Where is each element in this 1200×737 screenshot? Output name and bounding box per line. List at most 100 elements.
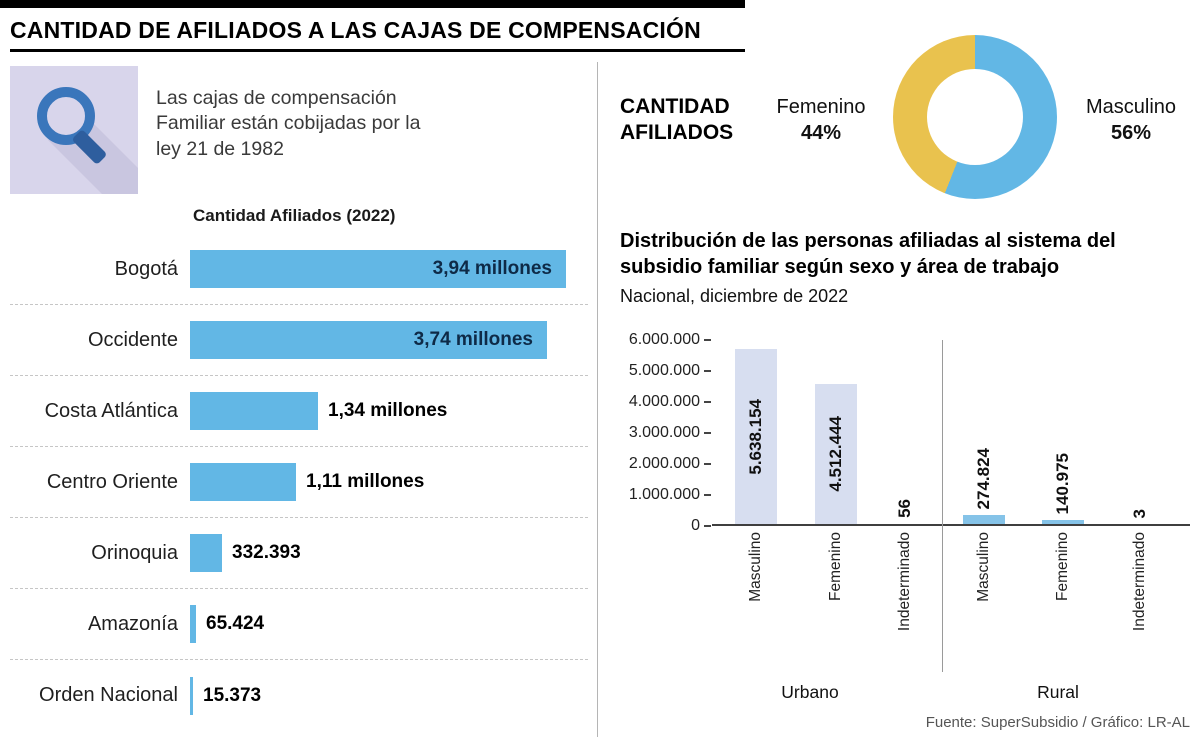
hbar-track: 1,11 millones: [190, 463, 588, 501]
x-axis-category-label: Masculino: [747, 532, 764, 602]
hbar-bar: [190, 676, 193, 715]
hbar-value-label: 3,74 millones: [413, 329, 533, 350]
y-axis-tick: [704, 525, 711, 527]
group-label: Rural: [1037, 682, 1079, 702]
hbar-track: 65.424: [190, 605, 588, 643]
vbar-value-label: 140.975: [1028, 453, 1098, 514]
hbar-row: Orden Nacional 15.373: [10, 660, 588, 731]
y-axis-tick: [704, 339, 711, 341]
sex-donut-chart: [893, 35, 1057, 199]
affiliates-bar-chart: Bogotá 3,94 millones Occidente 3,74 millone…: [10, 234, 588, 731]
hbar-bar: 3,94 millones: [190, 250, 566, 288]
y-axis-tick-label: 6.000.000: [628, 331, 700, 348]
donut-label-femenino-text: Femenino: [776, 96, 866, 118]
vbar-value: 4.512.444: [826, 416, 845, 492]
x-axis-category-label: Femenino: [827, 532, 844, 601]
hbar-value-label: 15.373: [203, 684, 262, 706]
y-axis-tick-label: 2.000.000: [628, 455, 700, 472]
hbar-category-label: Occidente: [87, 328, 178, 351]
y-axis-tick-label: 1.000.000: [628, 486, 700, 503]
page-title: CANTIDAD DE AFILIADOS A LAS CAJAS DE COM…: [10, 17, 701, 43]
y-axis-tick: [704, 463, 711, 465]
donut-hole: [927, 69, 1023, 165]
hbar-category-label: Amazonía: [87, 612, 178, 635]
hbar-category-label: Orinoquia: [91, 541, 178, 564]
vbar-value-label: 274.824: [949, 448, 1019, 509]
vbar-value: 5.638.154: [746, 398, 765, 475]
hbar-bar: [190, 463, 296, 501]
x-axis-labels: Masculino Femenino Indeterminado Masculino F…: [712, 532, 1190, 674]
donut-title: CANTIDAD AFILIADOS: [620, 95, 734, 145]
left-panel: Las cajas de compensación Familiar están…: [10, 60, 588, 731]
hbar-row: Amazonía 65.424: [10, 589, 588, 660]
hbar-track: 15.373: [190, 676, 588, 715]
y-axis-tick: [704, 494, 711, 496]
group-label: Urbano: [781, 682, 839, 702]
y-axis-tick: [704, 432, 711, 434]
vbar: [963, 515, 1005, 524]
x-axis-category-label: Indeterminado: [896, 532, 913, 632]
y-axis-tick: [704, 401, 711, 403]
x-axis-category-label: Masculino: [975, 532, 992, 602]
plot-area: 5.638.154 4.512.444 56 274.824 140.975 3: [712, 340, 1190, 526]
vbar-value: 56: [895, 499, 914, 518]
right-panel: CANTIDAD AFILIADOS Femenino 44% Masculin…: [620, 35, 1190, 737]
hbar-track: 1,34 millones: [190, 392, 588, 430]
vbar-value: 3: [1130, 508, 1149, 518]
donut-label-femenino: Femenino 44%: [765, 94, 877, 146]
hbar-row: Bogotá 3,94 millones: [10, 234, 588, 305]
hbar-bar: [190, 534, 222, 572]
vbar-value: 140.975: [1053, 452, 1072, 514]
hbar-category-label: Costa Atlántica: [44, 399, 178, 422]
hbar-row: Orinoquia 332.393: [10, 518, 588, 589]
y-axis-tick-label: 3.000.000: [628, 424, 700, 441]
x-axis-category-label: Femenino: [1054, 532, 1071, 601]
hbar-category-label: Centro Oriente: [46, 470, 178, 493]
x-axis-category-label: Indeterminado: [1131, 532, 1148, 632]
vbar: [735, 349, 777, 524]
group-separator: [942, 340, 943, 672]
hbar-category-label: Bogotá: [114, 257, 178, 280]
hbar-value-label: 1,34 millones: [328, 400, 448, 421]
hbar-value-label: 1,11 millones: [306, 471, 425, 492]
distribution-title: Distribución de las personas afiliadas a…: [620, 230, 1116, 278]
donut-label-masculino: Masculino 56%: [1072, 94, 1190, 146]
y-axis: 6.000.000 5.000.000 4.000.000 3.000.000 2.00…: [620, 331, 700, 534]
y-axis-tick-label: 5.000.000: [628, 362, 700, 379]
intro-note: Las cajas de compensación Familiar están…: [156, 87, 421, 160]
donut-pct-femenino: 44%: [800, 122, 842, 144]
magnifier-icon: [37, 87, 138, 194]
hbar-bar: 3,74 millones: [190, 321, 547, 359]
hbar-bar: [190, 605, 196, 643]
vbar: [815, 384, 857, 524]
distribution-bar-chart: 6.000.000 5.000.000 4.000.000 3.000.000 2.00…: [620, 331, 1190, 720]
hbar-category-label: Orden Nacional: [39, 684, 178, 706]
y-axis-tick-label: 0: [691, 517, 700, 534]
hbar-value-label: 332.393: [232, 542, 301, 563]
title-underline: [10, 49, 745, 52]
top-rule: [0, 0, 745, 8]
hbar-track: 332.393: [190, 534, 588, 572]
hbar-bar: [190, 392, 318, 430]
y-axis-tick: [704, 370, 711, 372]
vbar: [1042, 520, 1084, 524]
hbar-value-label: 65.424: [206, 613, 265, 634]
source-credit: Fuente: SuperSubsidio / Gráfico: LR-AL: [925, 714, 1190, 731]
hbar-track: 3,94 millones: [190, 250, 588, 288]
vbar-value-label: 3: [1105, 509, 1175, 518]
vbar-value-label: 5.638.154: [721, 349, 791, 524]
donut-label-masculino-text: Masculino: [1085, 96, 1177, 118]
intro-note-row: Las cajas de compensación Familiar están…: [10, 60, 588, 196]
distribution-subtitle: Nacional, diciembre de 2022: [620, 286, 849, 306]
left-chart-title: Cantidad Afiliados (2022): [193, 206, 396, 225]
hbar-row: Costa Atlántica 1,34 millones: [10, 376, 588, 447]
hbar-value-label: 3,94 millones: [432, 258, 552, 279]
vbar-value-label: 4.512.444: [801, 384, 871, 524]
column-divider: [597, 62, 598, 737]
vbar-value-label: 56: [870, 499, 940, 518]
y-axis-tick-label: 4.000.000: [628, 393, 700, 410]
magnifier-icon-box: [10, 66, 138, 194]
hbar-row: Occidente 3,74 millones: [10, 305, 588, 376]
donut-pct-masculino: 56%: [1110, 122, 1152, 144]
hbar-track: 3,74 millones: [190, 321, 588, 359]
